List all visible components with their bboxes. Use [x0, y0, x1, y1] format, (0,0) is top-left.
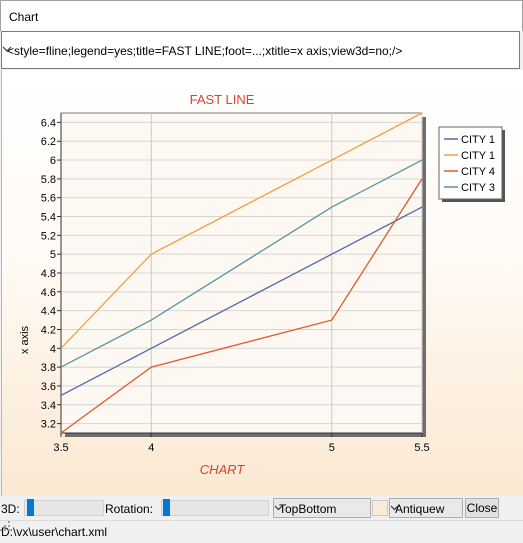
3d-label: 3D: [1, 502, 20, 516]
y-tick-label: 3.2 [41, 419, 56, 431]
x-tick-label: 3.5 [53, 442, 68, 454]
chart-area: FAST LINE x axis CHART 3.2 3.4 3.6 3.8 4 4.2 4… [1, 70, 523, 496]
rotation-slider[interactable] [161, 500, 269, 516]
legend-item-label: CITY 1 [461, 134, 495, 146]
series-line-1 [60, 206, 423, 396]
chart-footer: CHART [200, 462, 246, 477]
series-line-4 [60, 159, 423, 368]
y-tick-label: 5.6 [41, 193, 56, 205]
y-tick-label: 4.6 [41, 287, 56, 299]
y-tick-label: 6.2 [41, 136, 56, 148]
y-tick-label: 3.8 [41, 362, 56, 374]
chart-title: FAST LINE [190, 92, 255, 107]
y-tick-label: 5 [50, 249, 56, 261]
title-bar: Chart [0, 0, 523, 31]
color-swatch [372, 500, 388, 516]
x-tick-label: 5 [329, 442, 335, 454]
chevron-down-icon [274, 505, 283, 511]
y-tick-label: 5.4 [41, 212, 56, 224]
chart-definition-combobox[interactable]: <style=fline;legend=yes;title=FAST LINE;… [1, 31, 520, 69]
file-path: D:\vx\user\chart.xml [1, 525, 108, 539]
series-line-3 [60, 178, 423, 434]
y-tick-label: 5.2 [41, 230, 56, 242]
x-tick-label: 5.5 [414, 442, 429, 454]
3d-slider-thumb[interactable] [27, 499, 34, 516]
x-tick-label: 4 [148, 442, 154, 454]
close-button[interactable]: Close [465, 498, 499, 518]
gradient-select-value: TopBottom [279, 502, 337, 516]
y-tick-label: 4 [50, 343, 56, 355]
legend-item-label: CITY 4 [461, 166, 495, 178]
status-bar: D:\vx\user\chart.xml [0, 520, 523, 543]
color-select[interactable]: Antiquew [389, 498, 463, 518]
resize-grip-icon[interactable] [0, 521, 10, 531]
y-tick-label: 4.2 [41, 324, 56, 336]
rotation-label: Rotation: [105, 502, 154, 516]
y-tick-label: 4.8 [41, 268, 56, 280]
rotation-slider-thumb[interactable] [163, 499, 170, 516]
chart-toolbar: 3D: Rotation: TopBottom Antiquew Close [0, 496, 523, 520]
chart-definition-value: <style=fline;legend=yes;title=FAST LINE;… [7, 44, 403, 58]
y-tick-label: 3.4 [41, 400, 56, 412]
y-tick-label: 6.4 [41, 117, 56, 129]
chevron-down-icon [390, 505, 399, 511]
y-tick-label: 6 [50, 155, 56, 167]
gradient-select[interactable]: TopBottom [273, 498, 371, 518]
3d-slider[interactable] [24, 500, 104, 516]
chart-svg: FAST LINE x axis CHART 3.2 3.4 3.6 3.8 4 4.2 4… [19, 92, 505, 477]
legend-item-label: CITY 3 [461, 182, 495, 194]
y-axis-label: x axis [19, 325, 31, 354]
window-title: Chart [9, 10, 39, 24]
series-line-2 [60, 112, 423, 349]
y-tick-label: 3.6 [41, 381, 56, 393]
y-tick-label: 5.8 [41, 174, 56, 186]
legend-item-label: CITY 1 [461, 150, 495, 162]
y-tick-label: 4.4 [41, 306, 56, 318]
chevron-down-icon[interactable] [2, 43, 12, 55]
color-select-value: Antiquew [395, 502, 445, 516]
